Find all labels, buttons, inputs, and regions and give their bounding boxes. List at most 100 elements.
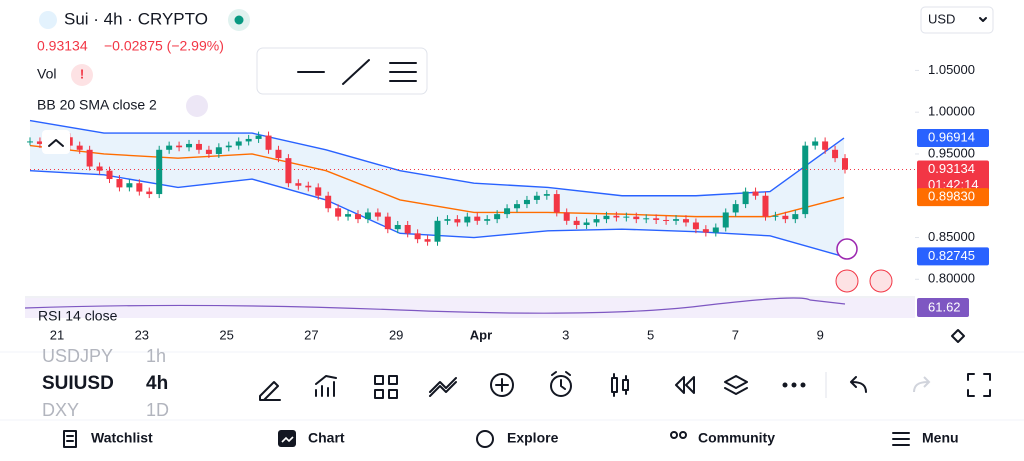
- price-badge-label: 0.82745: [928, 248, 975, 263]
- collapse-btn[interactable]: [42, 130, 70, 154]
- menu-icon[interactable]: [892, 432, 910, 446]
- rsi-legend[interactable]: RSI 14 close: [38, 308, 118, 324]
- candle: [265, 135, 272, 150]
- bb-upper: [29, 119, 845, 197]
- undo-icon[interactable]: [850, 376, 867, 393]
- candle: [514, 204, 521, 209]
- candle: [842, 158, 848, 170]
- nav-item[interactable]: Explore: [507, 430, 559, 446]
- watch-symbol[interactable]: DXY: [42, 400, 79, 420]
- bottom-toolbar[interactable]: [259, 371, 991, 401]
- layers-icon[interactable]: [724, 375, 748, 395]
- nav-item[interactable]: Community: [698, 430, 775, 446]
- draw-icon[interactable]: [259, 381, 281, 401]
- candle: [692, 222, 699, 230]
- event: [869, 269, 893, 293]
- candle: [205, 149, 212, 154]
- symbol-icon: [39, 11, 57, 29]
- redo-icon[interactable]: [913, 376, 931, 393]
- watch-interval: 4h: [146, 373, 168, 394]
- x-tick-label: 3: [562, 327, 569, 342]
- watch-interval: 1h: [146, 346, 166, 366]
- candle: [146, 191, 153, 195]
- candle: [444, 219, 451, 221]
- candle: [345, 214, 352, 217]
- more[interactable]: [782, 382, 788, 388]
- currency-select[interactable]: [920, 6, 994, 34]
- fullscreen-icon[interactable]: [967, 373, 991, 397]
- candle: [225, 145, 232, 148]
- more: [800, 382, 806, 388]
- candle: [305, 185, 312, 188]
- candle: [315, 187, 322, 196]
- candle: [434, 220, 441, 242]
- watch-symbol[interactable]: SUIUSD: [42, 373, 114, 394]
- candle: [36, 141, 43, 144]
- candle: [772, 215, 779, 217]
- candle: [504, 208, 511, 215]
- nav-item[interactable]: Chart: [308, 430, 345, 446]
- settings[interactable]: [951, 329, 965, 343]
- candle: [295, 183, 302, 186]
- community-icon[interactable]: [670, 431, 678, 439]
- watch-symbol[interactable]: USDJPY: [42, 346, 113, 366]
- candle: [136, 183, 143, 192]
- drawing-tools[interactable]: [297, 59, 417, 85]
- x-tick-label: 29: [389, 327, 403, 342]
- candle: [27, 141, 33, 143]
- watchlist-icon[interactable]: [63, 430, 77, 448]
- alert-icon[interactable]: [550, 375, 572, 397]
- candle: [166, 145, 173, 150]
- last-price: 0.93134: [37, 38, 88, 54]
- layout-icon[interactable]: [374, 375, 398, 399]
- rsi-badge: [917, 298, 969, 317]
- candle: [792, 214, 799, 220]
- alarm: [551, 371, 571, 390]
- candle: [384, 216, 391, 230]
- candle: [454, 219, 461, 223]
- candle: [603, 215, 610, 220]
- candle: [215, 147, 222, 154]
- bb-loading: [186, 95, 208, 117]
- candle: [186, 143, 193, 148]
- candle: [116, 179, 123, 188]
- bb-legend[interactable]: BB 20 SMA close 2: [37, 97, 157, 113]
- candle: [802, 145, 809, 215]
- candle: [464, 216, 471, 223]
- chevron: [979, 17, 987, 22]
- candle: [126, 183, 133, 188]
- plus: [495, 378, 509, 392]
- candle: [354, 214, 361, 220]
- x-tick-label: Apr: [470, 327, 492, 342]
- symbol-title[interactable]: Sui · 4h · CRYPTO: [64, 9, 208, 28]
- candle: [822, 141, 829, 150]
- candles-icon[interactable]: [611, 373, 629, 397]
- candle: [712, 227, 719, 233]
- market-dot: [234, 15, 244, 25]
- add-icon[interactable]: [490, 373, 514, 397]
- candle: [325, 195, 332, 209]
- chart-pane[interactable]: 1.05000 1.00000 0.95000 0.85000 0.80000 0.969…: [27, 62, 989, 343]
- compare-icon[interactable]: [429, 377, 457, 397]
- event[interactable]: [836, 238, 858, 260]
- candle: [623, 216, 630, 218]
- drawing-toolbar: [256, 47, 428, 95]
- vol-legend[interactable]: Vol: [37, 66, 56, 82]
- candle: [663, 219, 670, 221]
- nav-item[interactable]: Watchlist: [91, 430, 153, 446]
- candle: [335, 208, 342, 217]
- explore-icon[interactable]: [476, 430, 494, 448]
- candle: [812, 141, 819, 146]
- x-tick-label: 7: [732, 327, 739, 342]
- indicators-icon[interactable]: [315, 375, 337, 397]
- replay-icon[interactable]: [675, 376, 695, 394]
- vol-warning[interactable]: [71, 64, 93, 86]
- candle: [653, 218, 660, 220]
- community-icon: [679, 431, 687, 439]
- x-tick-label: 5: [647, 327, 654, 342]
- candle: [722, 212, 729, 228]
- candle: [285, 158, 292, 184]
- candle: [86, 149, 93, 167]
- nav-item[interactable]: Menu: [922, 430, 959, 446]
